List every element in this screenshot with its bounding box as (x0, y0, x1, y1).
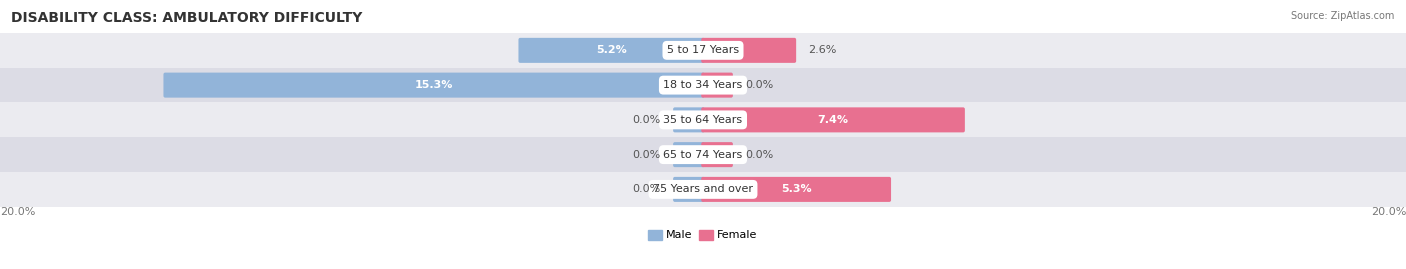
Text: 5.2%: 5.2% (596, 45, 627, 55)
Bar (0, 102, 1406, 137)
Bar (0, 33, 1406, 68)
Text: 35 to 64 Years: 35 to 64 Years (664, 115, 742, 125)
Text: 0.0%: 0.0% (745, 150, 773, 160)
Text: 0.0%: 0.0% (745, 80, 773, 90)
Text: 65 to 74 Years: 65 to 74 Years (664, 150, 742, 160)
FancyBboxPatch shape (673, 107, 704, 132)
FancyBboxPatch shape (673, 177, 704, 202)
Text: 2.6%: 2.6% (808, 45, 837, 55)
FancyBboxPatch shape (702, 38, 796, 63)
FancyBboxPatch shape (519, 38, 704, 63)
Text: Source: ZipAtlas.com: Source: ZipAtlas.com (1291, 11, 1395, 21)
FancyBboxPatch shape (702, 107, 965, 132)
Text: 0.0%: 0.0% (633, 115, 661, 125)
Text: 5 to 17 Years: 5 to 17 Years (666, 45, 740, 55)
FancyBboxPatch shape (163, 73, 704, 98)
Bar (0, 172, 1406, 207)
FancyBboxPatch shape (673, 142, 704, 167)
Legend: Male, Female: Male, Female (648, 230, 758, 240)
Text: 0.0%: 0.0% (633, 184, 661, 194)
Bar (0, 68, 1406, 102)
Text: 5.3%: 5.3% (780, 184, 811, 194)
Text: DISABILITY CLASS: AMBULATORY DIFFICULTY: DISABILITY CLASS: AMBULATORY DIFFICULTY (11, 11, 363, 25)
Text: 0.0%: 0.0% (633, 150, 661, 160)
Text: 20.0%: 20.0% (0, 207, 35, 217)
FancyBboxPatch shape (702, 177, 891, 202)
FancyBboxPatch shape (702, 73, 733, 98)
Text: 75 Years and over: 75 Years and over (652, 184, 754, 194)
Text: 20.0%: 20.0% (1371, 207, 1406, 217)
Text: 7.4%: 7.4% (817, 115, 849, 125)
Text: 15.3%: 15.3% (415, 80, 453, 90)
Text: 18 to 34 Years: 18 to 34 Years (664, 80, 742, 90)
FancyBboxPatch shape (702, 142, 733, 167)
Bar (0, 137, 1406, 172)
